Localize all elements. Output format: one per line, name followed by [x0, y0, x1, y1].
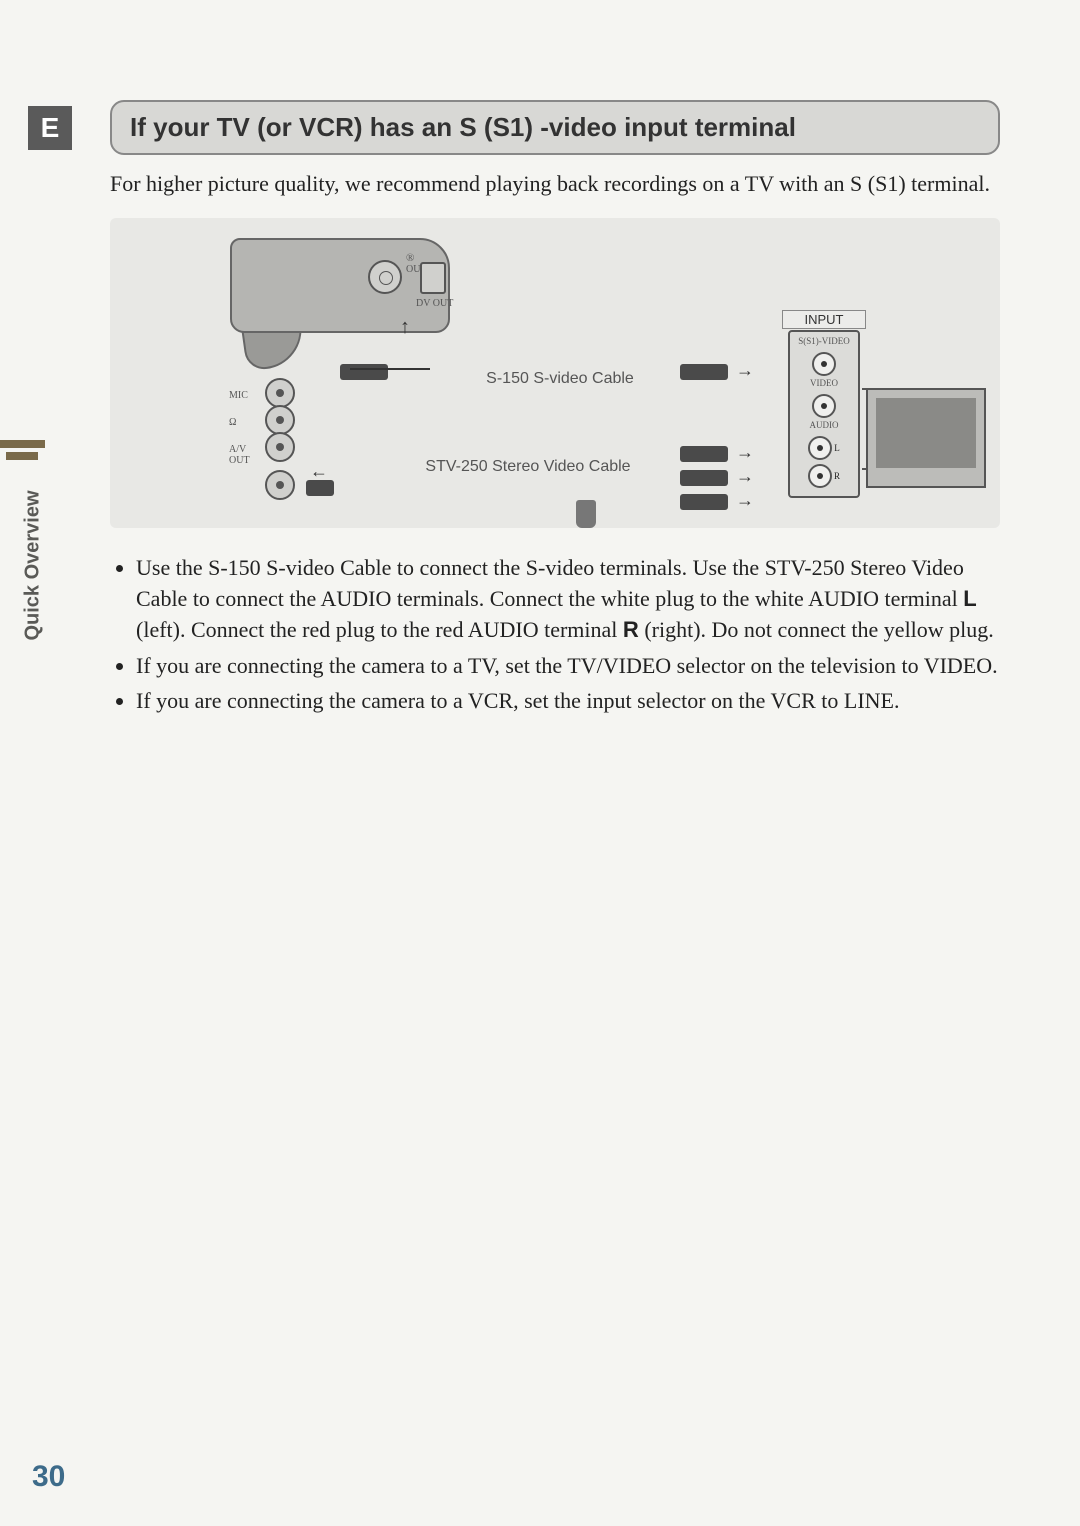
- intro-paragraph: For higher picture quality, we recommend…: [110, 169, 1000, 200]
- arrow-up-icon: ↑: [400, 316, 410, 339]
- page: E If your TV (or VCR) has an S (S1) -vid…: [0, 0, 1080, 1526]
- video-jack-icon: [812, 394, 836, 418]
- bold-r: R: [623, 617, 639, 642]
- audio-l-jack-icon: [808, 436, 832, 460]
- camera-ports: MIC Ω A/V OUT: [255, 374, 305, 504]
- av-port-icon: [265, 432, 295, 462]
- svideo-jack-label: S(S1)-VIDEO: [790, 336, 858, 346]
- stereo-cable-label: STV-250 Stereo Video Cable: [378, 458, 678, 476]
- stereo-plug-icon: [306, 480, 334, 496]
- input-panel-title: INPUT: [782, 310, 866, 329]
- av-label: A/V OUT: [229, 444, 253, 466]
- text: (left). Connect the red plug to the red …: [136, 617, 623, 642]
- rca-plug-icon: [680, 494, 728, 510]
- side-tab-label: Quick Overview: [22, 490, 45, 640]
- instruction-item: Use the S-150 S-video Cable to connect t…: [136, 552, 1000, 646]
- registered-mark: ®: [406, 252, 414, 264]
- dv-out-label: DV OUT: [416, 298, 453, 309]
- arrow-left-icon: ←: [310, 461, 328, 482]
- audio-r-label: R: [834, 471, 840, 481]
- side-accent-bars: [13, 440, 53, 460]
- arrow-right-icon: →: [736, 490, 754, 511]
- svideo-cable-label: S-150 S-video Cable: [430, 368, 690, 390]
- audio-r-jack-icon: [808, 464, 832, 488]
- connection-diagram: ® OUT DV OUT ↑ MIC Ω A/V OUT ← S-150 S-v…: [110, 218, 1000, 528]
- headphone-port-icon: [265, 405, 295, 435]
- audio-l-label: L: [834, 443, 840, 453]
- dv-out-port-icon: [420, 262, 446, 294]
- connector-plug-icon: [576, 500, 596, 528]
- camera-dial-icon: [368, 260, 402, 294]
- svideo-jack-icon: [812, 352, 836, 376]
- camera-body-shape: [230, 238, 450, 333]
- audio-jack-label: AUDIO: [790, 420, 858, 430]
- headphone-label: Ω: [229, 417, 253, 428]
- arrow-right-icon: →: [736, 442, 754, 463]
- text: (right). Do not connect the yellow plug.: [639, 617, 994, 642]
- mic-label: MIC: [229, 390, 253, 401]
- mic-port-icon: [265, 378, 295, 408]
- section-heading: If your TV (or VCR) has an S (S1) -video…: [110, 100, 1000, 155]
- television-icon: [866, 388, 986, 488]
- cable-plug-icon: [680, 364, 728, 380]
- arrow-right-icon: →: [736, 360, 754, 381]
- arrow-right-icon: →: [736, 466, 754, 487]
- extra-port-icon: [265, 470, 295, 500]
- bold-l: L: [963, 586, 976, 611]
- rca-plug-icon: [680, 470, 728, 486]
- section-letter-badge: E: [28, 106, 72, 150]
- page-number: 30: [32, 1460, 65, 1494]
- cable-plug-icon: [340, 364, 388, 380]
- tv-input-panel: S(S1)-VIDEO VIDEO AUDIO L R: [788, 330, 860, 498]
- video-jack-label: VIDEO: [790, 378, 858, 388]
- text: Use the S-150 S-video Cable to connect t…: [136, 555, 964, 611]
- instruction-list: Use the S-150 S-video Cable to connect t…: [110, 552, 1000, 716]
- side-tab: Quick Overview: [24, 440, 42, 680]
- instruction-item: If you are connecting the camera to a VC…: [136, 685, 1000, 716]
- instruction-item: If you are connecting the camera to a TV…: [136, 650, 1000, 681]
- rca-plug-icon: [680, 446, 728, 462]
